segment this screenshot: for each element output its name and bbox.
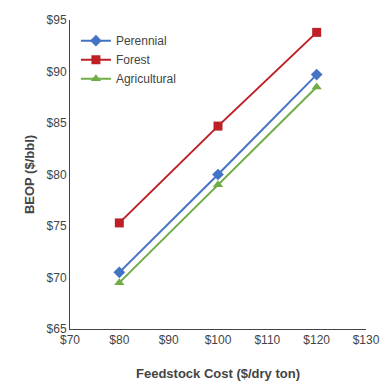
svg-text:Forest: Forest xyxy=(116,53,151,67)
svg-text:$70: $70 xyxy=(47,271,67,285)
svg-text:Feedstock Cost ($/dry ton): Feedstock Cost ($/dry ton) xyxy=(136,366,300,381)
svg-text:$65: $65 xyxy=(47,322,67,336)
svg-text:Agricultural: Agricultural xyxy=(116,72,176,86)
svg-text:$130: $130 xyxy=(353,333,380,347)
svg-text:$80: $80 xyxy=(47,168,67,182)
svg-text:BEOP ($/bbl): BEOP ($/bbl) xyxy=(22,135,37,214)
svg-text:$95: $95 xyxy=(47,13,67,27)
svg-text:$85: $85 xyxy=(47,116,67,130)
svg-text:$75: $75 xyxy=(47,219,67,233)
svg-text:$90: $90 xyxy=(159,333,179,347)
svg-text:$110: $110 xyxy=(254,333,280,347)
svg-text:$70: $70 xyxy=(60,333,80,347)
svg-text:$90: $90 xyxy=(47,65,67,79)
svg-text:Perennial: Perennial xyxy=(116,34,167,48)
svg-text:$100: $100 xyxy=(205,333,232,347)
svg-text:$80: $80 xyxy=(109,333,129,347)
svg-text:$120: $120 xyxy=(303,333,330,347)
